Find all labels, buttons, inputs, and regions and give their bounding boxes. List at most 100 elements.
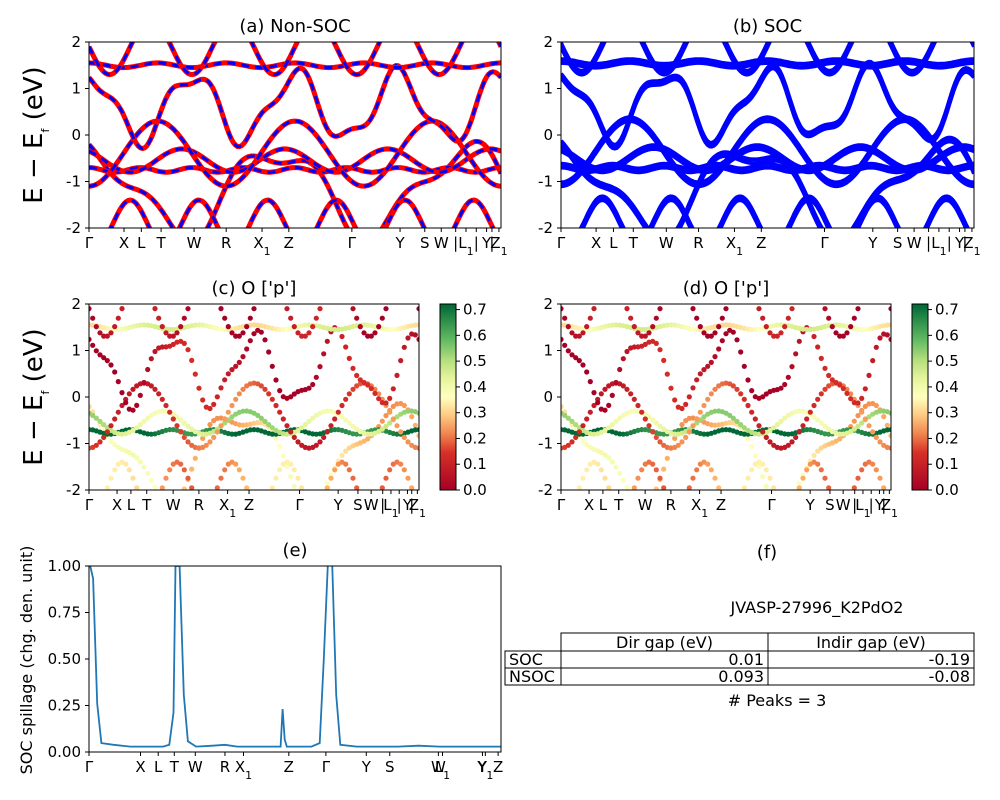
band-point [185,475,191,481]
band-point [686,429,692,435]
band-point [262,418,268,424]
band-point [877,282,882,287]
band-point [383,400,389,406]
band-point [818,467,824,473]
band-point [760,474,766,480]
band-point [877,408,883,414]
band-point [624,348,630,355]
band-point [134,402,140,408]
x-tick-label: W [166,496,181,514]
band-point [818,355,824,361]
colorbar-tick-label: 0.1 [463,455,487,473]
band-point [679,439,685,445]
band-point [211,401,217,407]
band-point [642,416,648,422]
band-point [174,330,180,336]
band-point [796,338,802,344]
band-point [148,356,154,362]
band-point [763,391,769,397]
band-point [566,506,571,511]
band-point [631,485,637,490]
band-point [676,279,681,284]
band-point [160,497,165,502]
colorbar-tick-label: 0.7 [935,301,959,319]
band-point [599,288,604,293]
table-cell-dir: 0.093 [718,667,764,686]
x-tick-label: S [420,234,430,252]
band-point [569,330,575,336]
band-point [855,400,861,406]
band-point [631,324,637,330]
band-lines-a [89,42,501,228]
band-point [734,502,739,507]
band-point [598,391,604,397]
band-point [159,408,165,414]
colorbar-tick-label: 0.4 [463,378,487,396]
band-point [185,423,191,429]
band-point [576,429,582,435]
band-point [138,279,143,284]
band-point [745,402,751,409]
band-point [866,282,871,287]
band-point [884,422,890,428]
x-tick-label: | [947,234,952,252]
x-tick-label: Z [244,496,254,514]
band-point [734,418,740,424]
panel-e-ylabel: SOC spillage (chg. den. unit) [17,546,36,775]
x-tick-label: R [194,496,204,514]
x-tick-label: L1 [855,496,870,520]
band-point [719,315,725,321]
band-point [565,442,571,448]
band-point [156,315,162,321]
x-tick-label: W [431,758,446,776]
spillage-line [89,566,501,748]
band-point [672,435,678,441]
band-point [851,418,857,424]
x-tick-label: Y1 [476,758,493,782]
band-points-c [89,279,419,502]
band-point [412,322,418,328]
band-point [796,485,802,490]
band-point [785,374,791,380]
y-tick-label: 1 [71,342,81,360]
band-point [156,391,162,397]
band-point [624,502,629,507]
band-point [840,333,846,339]
band-point [346,420,352,426]
x-tick-label: T [169,758,180,776]
colorbar-c [439,303,457,491]
colorbar-tick-label: 0.6 [463,326,487,344]
band-point [372,390,378,396]
band-point [229,330,235,336]
band-point [694,315,700,321]
x-tick-label: Γ [767,496,776,514]
axes-frame [560,303,892,491]
axes-frame [88,41,502,229]
band-point [299,485,305,490]
band-point [104,358,110,364]
x-tick-label: Y [477,758,488,776]
band-point [561,336,564,342]
y-tick-label: 1 [543,342,553,360]
x-tick-label: W [364,496,379,514]
x-tick-label: Z1 [963,234,980,258]
band-point [793,297,798,302]
band-point [826,485,832,490]
band-point [752,453,758,459]
band-point [873,402,879,409]
band-point [701,431,707,437]
x-tick-label: | [409,496,414,514]
x-tick-label: | [474,234,479,252]
band-point [837,436,843,442]
band-point [291,467,297,473]
band-point [756,423,762,429]
x-tick-label: L1 [435,758,450,782]
band-point [387,326,393,333]
band-point [181,340,187,346]
band-point [222,416,228,422]
band-point [866,372,872,378]
band-point [888,427,891,433]
band-point [130,452,136,458]
band-point [159,324,165,330]
x-tick-label: Γ [557,234,566,252]
